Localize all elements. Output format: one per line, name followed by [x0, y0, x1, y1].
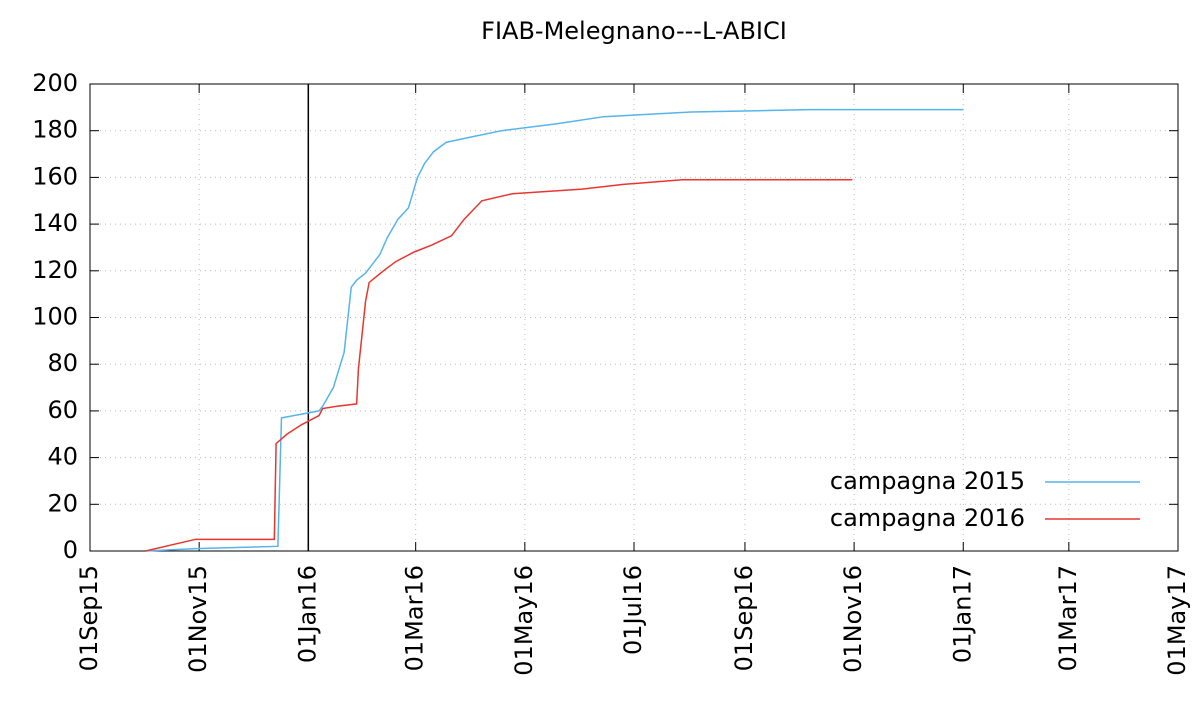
- x-tick-label: 01Mar16: [401, 565, 429, 671]
- x-tick-label: 01Jul16: [619, 565, 647, 655]
- x-tick-label: 01May17: [1163, 565, 1191, 676]
- y-tick-label: 160: [32, 162, 78, 190]
- x-tick-label: 01Nov15: [184, 565, 212, 673]
- y-tick-label: 0: [63, 536, 78, 564]
- x-tick-label: 01May16: [510, 565, 538, 676]
- y-tick-label: 200: [32, 69, 78, 97]
- y-tick-label: 20: [47, 489, 78, 517]
- x-tick-label: 01Sep16: [730, 565, 758, 671]
- legend-label: campagna 2015: [830, 467, 1025, 495]
- y-tick-label: 80: [47, 349, 78, 377]
- chart-title: FIAB-Melegnano---L-ABICI: [481, 17, 787, 45]
- legend-label: campagna 2016: [830, 504, 1025, 532]
- plot-frame: [89, 83, 1179, 552]
- x-tick-label: 01Jan16: [293, 565, 321, 663]
- y-tick-label: 140: [32, 209, 78, 237]
- y-tick-label: 100: [32, 303, 78, 331]
- y-tick-label: 120: [32, 256, 78, 284]
- y-tick-label: 180: [32, 116, 78, 144]
- x-tick-label: 01Jan17: [948, 565, 976, 663]
- x-tick-label: 01Nov16: [839, 565, 867, 673]
- y-tick-label: 60: [47, 396, 78, 424]
- series-line: [145, 108, 964, 552]
- series-line: [145, 178, 853, 552]
- x-tick-label: 01Sep15: [75, 565, 103, 671]
- y-tick-label: 40: [47, 443, 78, 471]
- x-tick-label: 01Mar17: [1054, 565, 1082, 671]
